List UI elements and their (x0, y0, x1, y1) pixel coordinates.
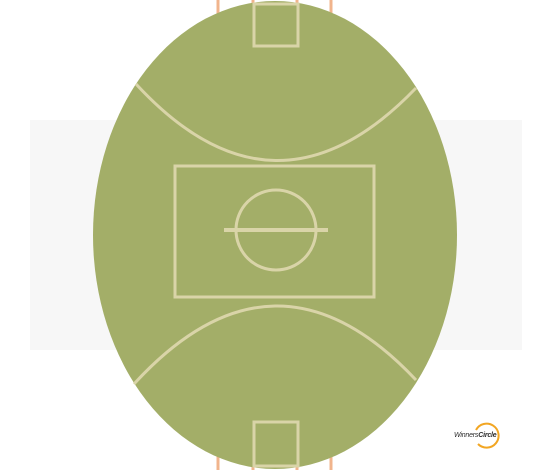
top-fifty-metre-arc (134, 82, 418, 162)
logo-text-bold: Circle (478, 432, 497, 439)
logo-text: WinnersCircle (454, 432, 497, 439)
winners-circle-logo: WinnersCircle (454, 422, 504, 450)
playing-field-oval (93, 1, 457, 469)
bottom-goal-square (252, 420, 300, 468)
top-goal-square (252, 2, 300, 48)
logo-ring-icon (475, 422, 500, 449)
bottom-fifty-metre-arc (132, 304, 418, 386)
centre-square (173, 164, 376, 299)
logo-text-regular: Winners (454, 432, 479, 439)
field-markings (132, 2, 418, 468)
